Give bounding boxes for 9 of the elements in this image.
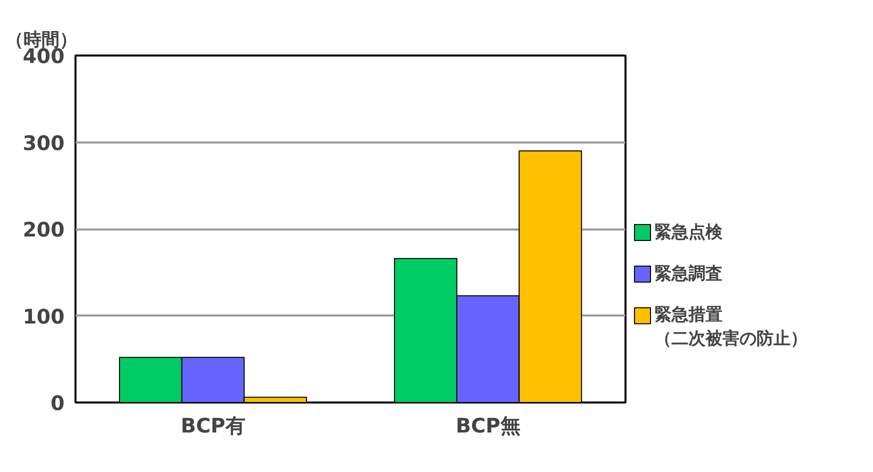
legend-label: 緊急措置（二次被害の防止） [654,304,808,349]
y-tick-label: 300 [22,130,64,155]
y-tick-label: 100 [22,304,64,328]
legend-label: 緊急調査 [654,264,722,284]
y-tick-label: 0 [50,391,65,415]
x-tick-label: BCP有 [180,414,246,438]
legend-label: 緊急点検 [654,222,724,242]
y-tick-label: 200 [22,218,64,242]
x-tick-label: BCP無 [456,414,520,438]
